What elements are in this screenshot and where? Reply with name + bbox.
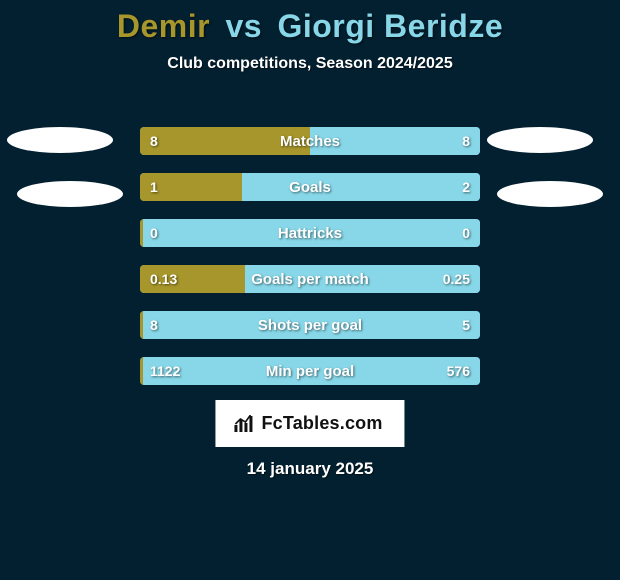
value-player1: 1122 — [150, 357, 180, 385]
value-player1: 8 — [150, 311, 158, 339]
player1-name: Demir — [117, 8, 210, 44]
stat-rows: 88Matches12Goals00Hattricks0.130.25Goals… — [140, 127, 480, 403]
value-player1: 1 — [150, 173, 158, 201]
stat-label: Shots per goal — [140, 311, 480, 339]
value-player2: 0 — [462, 219, 470, 247]
value-player1: 0.13 — [150, 265, 177, 293]
value-player2: 2 — [462, 173, 470, 201]
player1-avatar-shape — [7, 127, 113, 153]
stat-row: 0.130.25Goals per match — [140, 265, 480, 293]
bar-player2 — [242, 173, 480, 201]
stat-row: 12Goals — [140, 173, 480, 201]
date-text: 14 january 2025 — [0, 459, 620, 479]
bar-player1 — [140, 127, 310, 155]
stat-label: Hattricks — [140, 219, 480, 247]
branding-text: FcTables.com — [261, 413, 382, 434]
bar-player1 — [140, 357, 143, 385]
stat-row: 88Matches — [140, 127, 480, 155]
stat-label: Min per goal — [140, 357, 480, 385]
bar-chart-icon — [233, 415, 255, 433]
player2-club-shape — [497, 181, 603, 207]
bar-player1 — [140, 311, 143, 339]
value-player2: 8 — [462, 127, 470, 155]
bar-player2 — [477, 311, 480, 339]
stat-row: 8 5Shots per goal — [140, 311, 480, 339]
bar-player2 — [477, 219, 480, 247]
player1-club-shape — [17, 181, 123, 207]
bar-player2 — [477, 357, 480, 385]
value-player1: 8 — [150, 127, 158, 155]
value-player1: 0 — [150, 219, 158, 247]
bar-player2 — [310, 127, 480, 155]
bar-player1 — [140, 219, 143, 247]
stat-row: 0 0Hattricks — [140, 219, 480, 247]
player2-avatar-shape — [487, 127, 593, 153]
branding-badge: FcTables.com — [215, 400, 404, 447]
comparison-title: Demir vs Giorgi Beridze — [0, 0, 620, 45]
value-player2: 576 — [447, 357, 470, 385]
vs-text: vs — [225, 8, 262, 44]
subtitle: Club competitions, Season 2024/2025 — [0, 55, 620, 73]
value-player2: 0.25 — [443, 265, 470, 293]
player2-name: Giorgi Beridze — [277, 8, 503, 44]
value-player2: 5 — [462, 311, 470, 339]
stat-row: 1122 576Min per goal — [140, 357, 480, 385]
